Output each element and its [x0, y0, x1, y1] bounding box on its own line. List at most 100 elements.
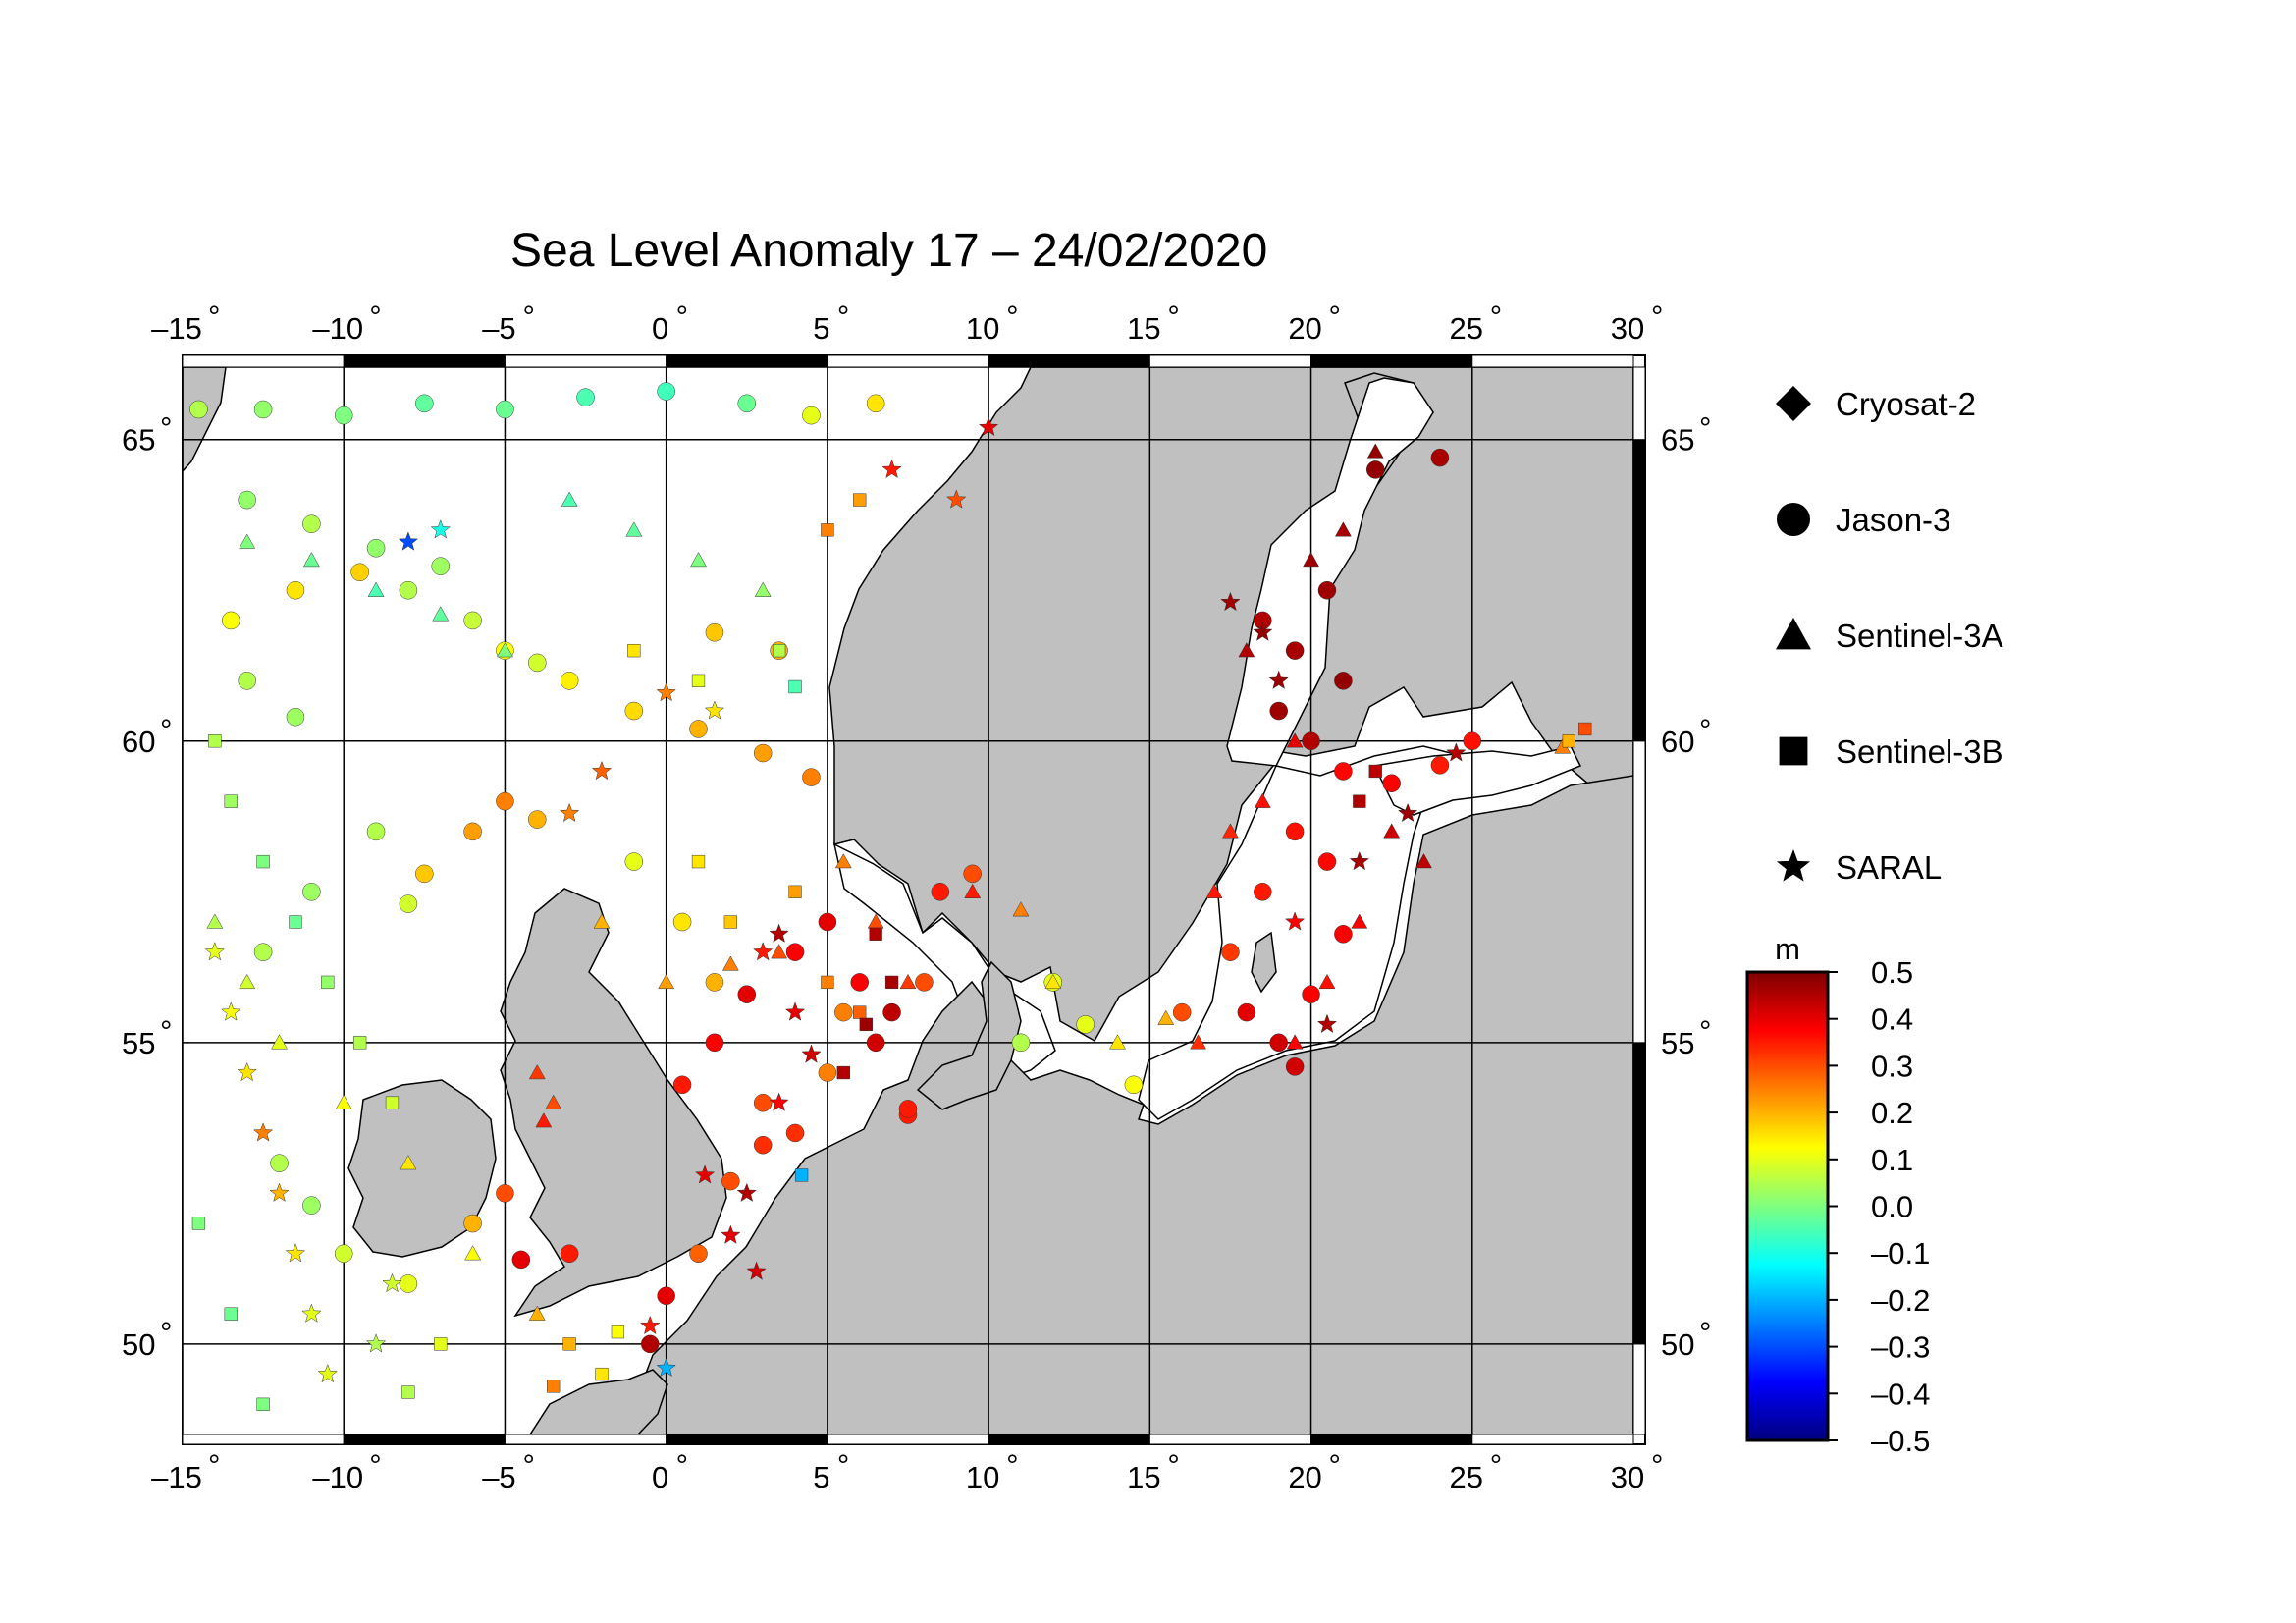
data-point-triangle [1190, 1034, 1207, 1050]
data-point-square [611, 1325, 625, 1339]
lon-tick-bottom: –10 [312, 1460, 363, 1494]
data-point-circle [802, 768, 821, 786]
data-point-circle [238, 490, 256, 510]
data-point-circle [753, 1093, 773, 1112]
data-point-square [794, 1168, 809, 1182]
data-point-star [694, 1164, 716, 1184]
data-point-circle [302, 514, 321, 533]
lon-tick-top: –5 [482, 311, 515, 346]
data-point-circle [302, 883, 321, 901]
data-point-circle [1463, 731, 1482, 751]
data-point-circle [366, 822, 386, 841]
data-point-square [821, 523, 834, 537]
frame-bar-top [182, 354, 345, 368]
land-brittany [529, 1369, 668, 1434]
land-ireland [347, 1079, 497, 1258]
data-point-circle [560, 672, 579, 690]
map-title: Sea Level Anomaly 17 – 24/02/2020 [510, 225, 1268, 277]
data-point-triangle [432, 606, 450, 622]
degree-mark: ° [1167, 299, 1179, 334]
data-point-circle [1237, 1002, 1256, 1022]
triangle-icon [1776, 618, 1811, 650]
colorbar-label: 0.4 [1871, 1002, 1913, 1037]
data-point-circle [624, 701, 644, 721]
data-point-square [691, 854, 706, 869]
colorbar-unit: m [1775, 932, 1800, 966]
lon-tick-top: 15 [1127, 311, 1160, 346]
data-point-circle [657, 382, 675, 401]
data-point-star [591, 760, 613, 781]
data-point-circle [560, 1244, 579, 1264]
frame-bar-top [1310, 354, 1473, 368]
data-point-square [691, 674, 706, 687]
data-point-triangle [271, 1034, 288, 1050]
data-point-triangle [1286, 1034, 1304, 1050]
frame-bar-right [1632, 439, 1646, 742]
colorbar-gradient [1745, 970, 1830, 1442]
data-point-triangle [528, 1305, 546, 1321]
colorbar-label: 0.2 [1871, 1096, 1913, 1130]
data-point-triangle [1334, 521, 1352, 537]
data-point-star [1397, 802, 1418, 823]
degree-mark: ° [522, 299, 534, 334]
data-point-circle [1317, 852, 1337, 871]
data-point-triangle [497, 642, 513, 658]
degree-mark: ° [1699, 1014, 1711, 1049]
data-point-star [221, 1001, 241, 1021]
data-point-triangle [1238, 642, 1255, 658]
data-point-star [398, 531, 419, 551]
data-point-star [1446, 742, 1467, 762]
colorbar-label: –0.5 [1871, 1424, 1930, 1458]
data-point-star [237, 1061, 257, 1082]
data-point-square [224, 794, 238, 808]
data-point-circle [1430, 448, 1450, 467]
data-point-triangle [528, 1064, 546, 1080]
data-point-circle [753, 743, 773, 763]
data-point-star [721, 1224, 741, 1244]
degree-mark: ° [208, 1448, 220, 1483]
data-point-triangle [335, 1094, 352, 1109]
data-point-circle [238, 672, 256, 690]
data-point-square [595, 1367, 609, 1381]
data-point-triangle [239, 973, 256, 990]
lat-tick-right: 60 [1661, 725, 1694, 759]
data-point-circle [705, 1033, 724, 1053]
lon-tick-bottom: –15 [151, 1460, 202, 1494]
degree-mark: ° [1490, 299, 1502, 334]
data-point-star [753, 941, 774, 961]
degree-mark: ° [1006, 299, 1018, 334]
map-grid [183, 367, 1633, 1434]
degree-mark: ° [1490, 1448, 1502, 1483]
data-point-square [836, 1065, 850, 1080]
frame-bar-bottom [988, 1434, 1150, 1445]
colorbar-label: 0.0 [1871, 1190, 1913, 1224]
lon-tick-top: 10 [966, 311, 999, 346]
data-point-square [1562, 734, 1575, 748]
data-point-circle [496, 1184, 514, 1203]
data-point-triangle [1254, 792, 1271, 808]
data-point-triangle [1222, 823, 1239, 839]
degree-mark: ° [1699, 1316, 1711, 1350]
data-point-triangle [367, 581, 385, 597]
data-point-circle [705, 622, 724, 642]
data-point-circle [399, 580, 418, 600]
data-point-triangle [690, 552, 707, 568]
data-point-circle [1269, 1033, 1288, 1053]
data-point-star [1220, 591, 1241, 612]
data-point-circle [286, 580, 305, 600]
data-point-circle [737, 394, 757, 413]
lon-tick-bottom: 5 [813, 1460, 829, 1494]
lon-tick-top: 25 [1450, 311, 1483, 346]
data-point-circle [302, 1196, 321, 1215]
land-great-britain [500, 888, 727, 1318]
data-point-circle [286, 707, 305, 727]
degree-mark: ° [160, 411, 172, 446]
data-point-circle [689, 1244, 708, 1264]
data-point-triangle [561, 491, 578, 507]
data-point-circle [624, 852, 644, 871]
lon-tick-bottom: 20 [1288, 1460, 1321, 1494]
data-point-square [1368, 764, 1382, 779]
data-point-circle [915, 973, 934, 992]
data-point-circle [253, 943, 273, 961]
